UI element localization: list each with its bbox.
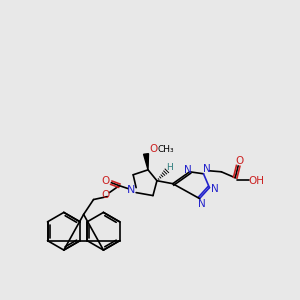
Text: H: H	[167, 163, 173, 172]
Text: N: N	[211, 184, 218, 194]
Text: N: N	[184, 165, 191, 175]
Text: O: O	[150, 144, 158, 154]
Text: O: O	[101, 190, 110, 200]
Text: N: N	[202, 164, 210, 174]
Text: N: N	[198, 200, 206, 209]
Polygon shape	[144, 154, 148, 170]
Text: O: O	[235, 156, 243, 166]
Text: CH₃: CH₃	[158, 145, 174, 154]
Text: OH: OH	[248, 176, 264, 186]
Text: N: N	[127, 184, 135, 195]
Text: O: O	[101, 176, 110, 186]
